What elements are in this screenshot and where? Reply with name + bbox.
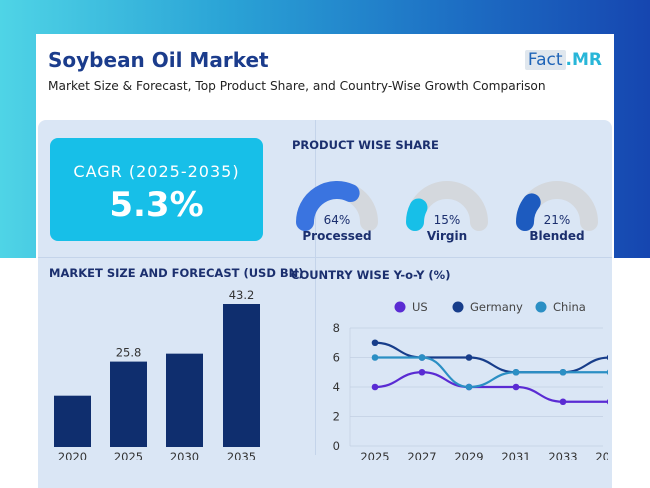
point-china-2029 [465,383,473,391]
gauge-label-virgin: Virgin [426,229,468,243]
gauge-fill [406,198,428,231]
x-tick-label-2035: 2035 [595,450,608,460]
point-china-2035 [606,369,608,375]
country-yoy-line-chart: 0 2 4 6 8 2025 2027 2029 2031 2033 2035 US Germany Ch… [333,300,608,460]
x-tick-label-2025: 2025 [360,450,389,460]
gauge-blended: 21% Blended [512,178,602,248]
gauge-label-blended: Blended [529,229,585,243]
legend-label-us: US [412,300,428,314]
logo-mr-text: .MR [565,50,602,70]
point-china-2031 [512,368,520,376]
point-us-2027 [418,368,426,376]
gauge-value-processed: 64% [323,213,351,227]
gauge-fill [516,193,541,231]
vertical-divider [315,120,316,455]
point-china-2025 [371,354,379,361]
x-tick-label-2029: 2029 [454,450,483,460]
legend-marker-us [394,301,406,313]
legend-label-germany: Germany [470,300,523,314]
y-tick-label-0: 0 [333,439,340,453]
series-line-china [375,356,608,389]
line-chart-title: COUNTRY WISE Y-o-Y (%) [291,268,451,282]
legend-label-china: China [553,300,586,314]
y-tick-label-8: 8 [333,321,340,335]
legend-marker-germany [452,301,464,313]
product-share-title: PRODUCT WISE SHARE [292,138,439,152]
gauge-arc-processed [296,181,378,231]
x-tick-label-2030: 2030 [170,450,199,460]
bar-chart-title: MARKET SIZE AND FORECAST (USD BN) [49,266,304,280]
cagr-label: CAGR (2025-2035) [73,162,240,181]
bar-2025 [110,361,147,447]
horizontal-divider [38,257,612,258]
gauge-value-blended: 21% [543,213,571,227]
x-tick-label-2027: 2027 [407,450,436,460]
gauge-fill [296,181,360,231]
logo-fact-text: Fact [524,50,566,70]
point-us-2033 [559,398,567,406]
page-title: Soybean Oil Market [48,48,269,72]
point-germany-2029 [465,354,473,361]
market-size-bar-chart: 2020 25.8 2025 2030 43.2 2035 [54,288,260,460]
point-germany-2025 [371,339,379,347]
point-china-2033 [559,368,567,376]
bar-data-label-2025: 25.8 [116,346,142,360]
cagr-card: CAGR (2025-2035) 5.3% [50,138,263,241]
y-tick-label-6: 6 [333,351,340,365]
gauge-value-virgin: 15% [433,213,461,227]
gauge-virgin: 15% Virgin [402,178,492,248]
gauge-label-processed: Processed [302,229,372,243]
gauge-arc-blended [516,181,598,231]
y-tick-label-2: 2 [333,410,340,424]
x-tick-label-2031: 2031 [501,450,530,460]
x-tick-label-2020: 2020 [58,450,87,460]
series-line-us [374,371,608,403]
gauge-arc-virgin [406,181,488,231]
point-us-2025 [371,383,379,391]
dashboard-panel: CAGR (2025-2035) 5.3% PRODUCT WISE SHARE… [38,120,612,488]
y-tick-label-4: 4 [333,380,340,394]
bar-2030 [166,353,203,447]
factmr-logo: Fact .MR [524,50,602,70]
x-tick-label-2033: 2033 [548,450,577,460]
page-subtitle: Market Size & Forecast, Top Product Shar… [48,79,546,93]
bar-2020 [54,395,91,447]
point-germany-2035 [606,354,608,361]
bar-2035 [223,304,260,447]
gauge-processed: 64% Processed [292,178,382,248]
x-tick-label-2025: 2025 [114,450,143,460]
cagr-value: 5.3% [109,185,204,225]
legend-marker-china [535,301,547,313]
bar-data-label-2035: 43.2 [229,288,255,302]
point-us-2031 [512,383,520,391]
point-us-2035 [606,399,608,405]
x-tick-label-2035: 2035 [227,450,256,460]
point-china-2027 [418,354,426,361]
